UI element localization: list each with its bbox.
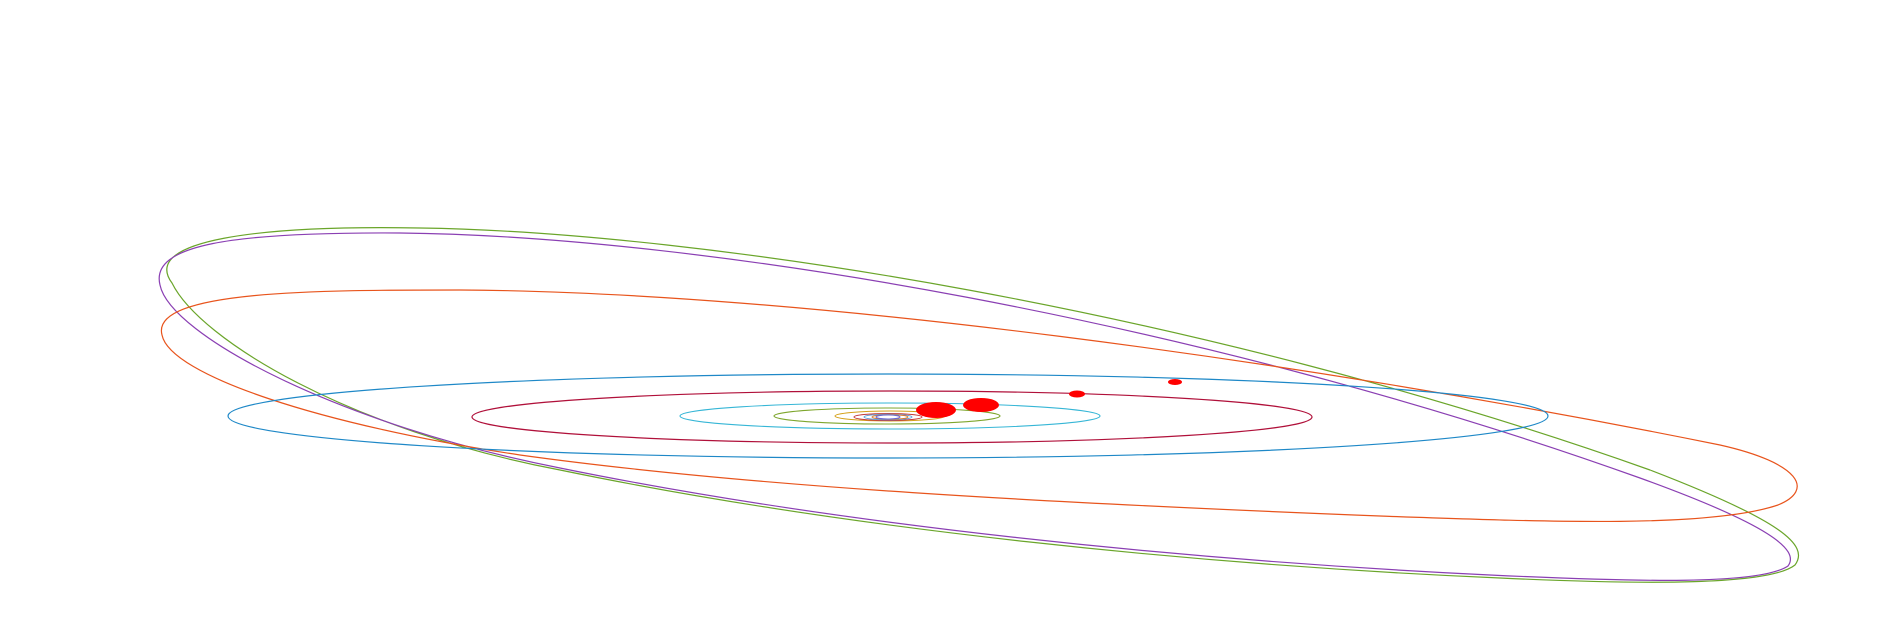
orbit-indigo-inner: [875, 414, 901, 420]
bodies-group: [916, 379, 1182, 418]
orbit-cyan: [679, 402, 1101, 430]
orbit-crimson: [471, 390, 1313, 444]
orbit-outer-orange: [160, 289, 1798, 523]
orbit-group: [158, 227, 1800, 583]
orbit-outer-purple: [158, 232, 1792, 581]
planet-large: [963, 398, 999, 412]
orbit-red-inner: [853, 413, 923, 421]
orbit-outer-green: [166, 227, 1800, 583]
central-body: [916, 402, 956, 418]
planet-medium: [1069, 390, 1085, 398]
orbit-lightblue-inner: [863, 413, 913, 421]
planet-small: [1168, 379, 1182, 385]
orbit-olive: [773, 407, 1001, 425]
orbit-blue: [227, 373, 1549, 459]
